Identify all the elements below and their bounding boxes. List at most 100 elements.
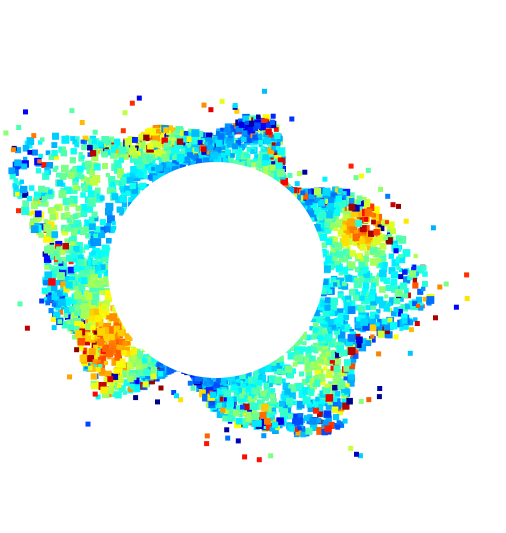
point bbox=[220, 145, 226, 150]
point bbox=[245, 390, 251, 396]
point bbox=[106, 331, 115, 339]
point bbox=[362, 282, 370, 289]
point bbox=[91, 292, 100, 301]
point bbox=[398, 274, 404, 280]
point bbox=[280, 177, 288, 186]
point bbox=[66, 319, 72, 324]
point bbox=[43, 220, 51, 227]
point bbox=[146, 156, 153, 163]
point bbox=[114, 160, 122, 168]
point bbox=[13, 178, 19, 183]
point bbox=[308, 193, 315, 200]
point bbox=[49, 265, 55, 271]
point bbox=[385, 237, 393, 245]
point bbox=[104, 370, 112, 378]
point bbox=[135, 364, 143, 372]
point bbox=[319, 379, 326, 385]
point bbox=[145, 128, 152, 135]
point bbox=[95, 367, 101, 372]
outlier-point bbox=[95, 394, 101, 400]
point bbox=[320, 299, 328, 307]
point bbox=[77, 344, 84, 351]
point bbox=[178, 159, 184, 165]
point bbox=[124, 368, 131, 375]
point bbox=[47, 207, 54, 214]
point bbox=[341, 296, 346, 301]
point bbox=[302, 396, 311, 405]
point bbox=[300, 190, 306, 196]
point bbox=[163, 127, 169, 133]
point bbox=[163, 168, 169, 174]
point bbox=[370, 258, 378, 266]
point bbox=[209, 399, 215, 406]
point bbox=[342, 191, 347, 196]
point bbox=[331, 397, 338, 404]
point bbox=[342, 214, 350, 221]
point bbox=[108, 182, 117, 191]
point bbox=[23, 156, 28, 162]
outlier-point bbox=[342, 418, 348, 424]
point bbox=[31, 149, 38, 156]
point bbox=[363, 235, 371, 243]
point bbox=[56, 172, 61, 178]
point bbox=[387, 230, 392, 236]
point bbox=[171, 153, 178, 161]
point bbox=[294, 353, 303, 362]
point bbox=[393, 248, 399, 254]
point bbox=[251, 402, 259, 410]
point bbox=[352, 204, 360, 212]
point bbox=[99, 219, 107, 226]
point bbox=[217, 133, 225, 141]
point bbox=[338, 369, 347, 377]
point bbox=[337, 312, 345, 320]
point bbox=[367, 245, 373, 251]
point bbox=[116, 375, 124, 384]
point bbox=[34, 191, 42, 199]
point bbox=[309, 355, 316, 363]
point bbox=[355, 321, 363, 329]
point bbox=[43, 219, 48, 224]
point bbox=[129, 147, 137, 156]
point bbox=[85, 160, 92, 168]
point bbox=[323, 410, 332, 418]
point bbox=[340, 342, 345, 347]
point bbox=[97, 230, 106, 239]
point bbox=[402, 292, 409, 298]
point bbox=[264, 418, 271, 425]
point bbox=[111, 373, 119, 380]
point bbox=[305, 370, 313, 377]
outlier-point bbox=[187, 380, 193, 386]
point bbox=[321, 228, 326, 233]
point bbox=[374, 251, 381, 258]
point bbox=[203, 380, 210, 386]
point bbox=[345, 338, 354, 347]
point bbox=[305, 353, 312, 360]
point bbox=[73, 219, 81, 228]
point bbox=[86, 205, 94, 213]
point bbox=[324, 333, 333, 342]
point bbox=[297, 426, 302, 431]
point bbox=[226, 141, 234, 148]
point bbox=[121, 202, 128, 208]
point bbox=[202, 383, 207, 389]
point bbox=[119, 195, 127, 203]
point bbox=[356, 316, 361, 322]
point bbox=[72, 180, 77, 186]
point-cloud bbox=[3, 88, 470, 463]
point bbox=[40, 137, 45, 142]
point bbox=[313, 322, 319, 329]
point bbox=[60, 250, 66, 255]
point bbox=[95, 265, 102, 272]
point bbox=[82, 347, 88, 352]
point bbox=[345, 295, 352, 302]
point bbox=[386, 221, 395, 230]
point bbox=[111, 383, 118, 389]
point bbox=[71, 187, 78, 194]
point bbox=[88, 280, 96, 288]
point bbox=[191, 129, 200, 138]
point bbox=[350, 275, 358, 283]
outlier-point bbox=[256, 457, 262, 463]
point bbox=[87, 275, 93, 281]
point bbox=[381, 219, 388, 226]
point bbox=[121, 363, 126, 368]
